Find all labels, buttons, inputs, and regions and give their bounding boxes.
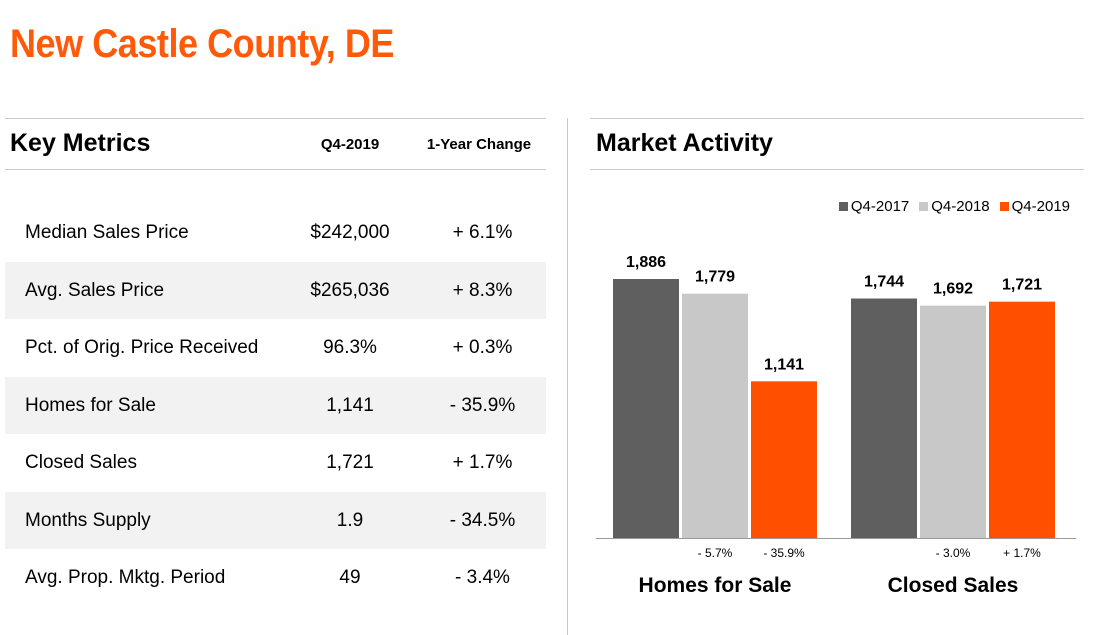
bar-q4-2019 <box>989 301 1055 538</box>
bar-q4-2018 <box>920 305 986 538</box>
change-label: + 1.7% <box>1003 546 1041 560</box>
metric-label: Homes for Sale <box>25 394 156 416</box>
metric-value: 96.3% <box>323 337 377 358</box>
metric-change: + 0.3% <box>452 337 513 358</box>
metric-value: $265,036 <box>310 279 390 301</box>
table-row: Avg. Prop. Mktg. Period 49 - 3.4% <box>5 549 546 606</box>
legend-label: Q4-2019 <box>1011 198 1070 215</box>
bar-value-label: 1,721 <box>1002 277 1042 294</box>
legend-item: Q4-2019 <box>999 198 1070 215</box>
market-activity-header-rule <box>590 169 1084 170</box>
metric-value: 49 <box>339 567 361 588</box>
bar-value-label: 1,886 <box>626 254 666 271</box>
metric-value: 1,141 <box>326 394 374 416</box>
category-label: Homes for Sale <box>639 574 792 597</box>
legend-swatch <box>999 202 1009 211</box>
panel-divider <box>567 118 568 635</box>
metric-change: + 6.1% <box>452 222 513 243</box>
market-activity-title: Market Activity <box>596 129 773 157</box>
bar-q4-2017 <box>851 298 917 538</box>
bar-q4-2017 <box>613 279 679 538</box>
bar-value-label: 1,744 <box>864 274 904 291</box>
bar-value-label: 1,141 <box>764 356 804 373</box>
metric-label: Pct. of Orig. Price Received <box>25 337 259 358</box>
table-row: Median Sales Price $242,000 + 6.1% <box>5 204 546 261</box>
bar-q4-2019 <box>751 381 817 538</box>
bar-value-label: 1,779 <box>695 269 735 286</box>
table-row: Pct. of Orig. Price Received 96.3% + 0.3% <box>5 319 546 376</box>
page-title: New Castle County, DE <box>10 22 394 66</box>
key-metrics-panel: Key Metrics Q4-2019 1-Year Change Median… <box>0 118 548 618</box>
metric-change: + 1.7% <box>452 452 513 473</box>
column-header-1-year-change: 1-Year Change <box>426 136 532 153</box>
legend-label: Q4-2018 <box>931 198 990 215</box>
metric-label: Avg. Prop. Mktg. Period <box>25 567 226 588</box>
metric-label: Months Supply <box>25 509 151 531</box>
column-header-q4-2019: Q4-2019 <box>320 136 380 153</box>
metric-label: Avg. Sales Price <box>25 279 165 301</box>
metric-change: - 34.5% <box>449 509 516 531</box>
table-row: Avg. Sales Price $265,036 + 8.3% <box>5 261 546 319</box>
legend-item: Q4-2018 <box>919 198 990 215</box>
key-metrics-top-rule <box>5 118 546 119</box>
metric-value: $242,000 <box>310 222 390 243</box>
metric-label: Closed Sales <box>25 452 137 473</box>
metric-change: + 8.3% <box>452 279 513 301</box>
change-label: - 35.9% <box>763 546 805 560</box>
chart-legend: Q4-2017 Q4-2018 Q4-2019 <box>838 198 1070 215</box>
legend-swatch <box>838 202 848 211</box>
bar-value-label: 1,692 <box>933 281 973 298</box>
metric-change: - 3.4% <box>455 567 510 588</box>
metric-value: 1.9 <box>336 509 364 531</box>
market-activity-top-rule <box>590 118 1084 119</box>
legend-swatch <box>919 202 929 211</box>
metric-change: - 35.9% <box>449 394 516 416</box>
category-label: Closed Sales <box>888 574 1019 597</box>
key-metrics-title: Key Metrics <box>10 129 151 157</box>
table-row: Closed Sales 1,721 + 1.7% <box>5 434 546 491</box>
table-row: Months Supply 1.9 - 34.5% <box>5 491 546 549</box>
bar-q4-2018 <box>682 293 748 538</box>
legend-label: Q4-2017 <box>850 198 910 215</box>
table-row: Homes for Sale 1,141 - 35.9% <box>5 376 546 434</box>
metric-label: Median Sales Price <box>25 222 189 243</box>
change-label: - 5.7% <box>698 546 733 560</box>
change-label: - 3.0% <box>936 546 971 560</box>
metric-value: 1,721 <box>326 452 374 473</box>
legend-item: Q4-2017 <box>838 198 910 215</box>
key-metrics-header-rule <box>5 169 546 170</box>
